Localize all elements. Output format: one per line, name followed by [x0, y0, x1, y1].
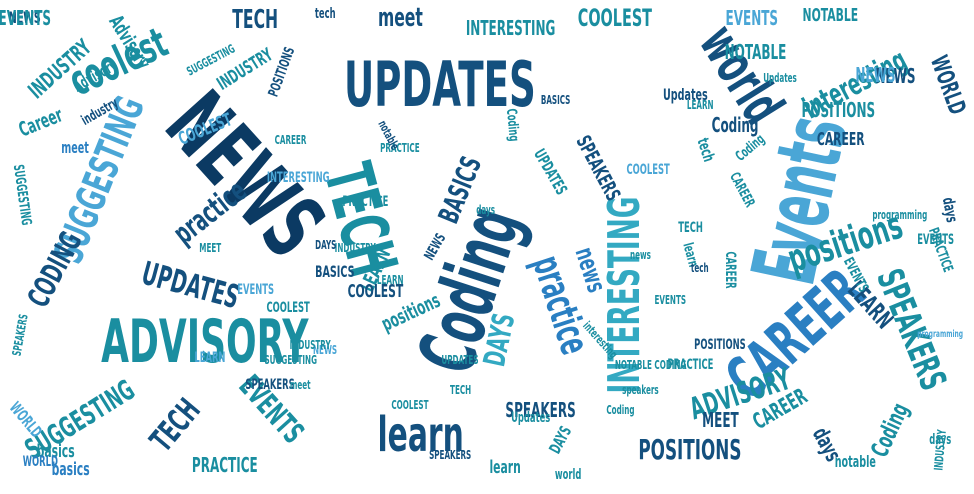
- cloud-word: learn: [376, 407, 464, 463]
- cloud-word: NEWS: [313, 343, 338, 357]
- cloud-word: CAREER: [816, 129, 865, 150]
- cloud-word: DAYS: [314, 238, 336, 252]
- cloud-word: NEWS: [854, 63, 895, 87]
- cloud-word: UPDATES: [441, 353, 479, 367]
- cloud-word: CODING: [20, 226, 89, 314]
- cloud-word: INTERESTING: [465, 16, 555, 40]
- cloud-word: CAREER: [721, 251, 738, 289]
- cloud-word: EVENTS: [654, 293, 686, 307]
- cloud-word: tech: [314, 6, 336, 22]
- cloud-word: EVENTS: [725, 6, 779, 30]
- cloud-word: SUGGESTING: [263, 353, 317, 367]
- cloud-word: basics: [51, 459, 90, 480]
- cloud-word: notable: [834, 452, 876, 471]
- cloud-word: programming: [917, 329, 964, 340]
- cloud-word: Career: [14, 102, 66, 142]
- cloud-word: INDUSTRY: [289, 338, 331, 352]
- cloud-word: SPEAKERS: [504, 398, 576, 422]
- cloud-word: days: [475, 203, 495, 217]
- cloud-word: SPEAKERS: [9, 313, 31, 357]
- cloud-word: DAYS: [544, 422, 575, 457]
- cloud-word: EVENTS: [236, 282, 274, 298]
- cloud-word: learn: [489, 457, 521, 478]
- cloud-word: EVENTS: [0, 6, 52, 30]
- cloud-word: LEARN: [376, 273, 404, 287]
- cloud-word: Coding: [605, 403, 635, 417]
- cloud-word: PRACTICE: [666, 357, 713, 373]
- cloud-word: COOLEST: [391, 398, 429, 412]
- cloud-word: meet: [289, 378, 311, 392]
- cloud-word: days: [928, 432, 951, 448]
- cloud-word: COOLEST: [266, 300, 310, 316]
- cloud-word: Updates: [510, 410, 550, 426]
- cloud-word: BASICS: [315, 262, 355, 281]
- cloud-word: PRACTICE: [191, 453, 258, 477]
- cloud-word: NOTABLE CODING: [614, 358, 686, 372]
- cloud-word: Updates: [763, 71, 797, 85]
- cloud-word: tech: [692, 135, 719, 165]
- cloud-word: BASICS: [540, 93, 570, 107]
- cloud-word: ADVISORY: [101, 307, 309, 377]
- cloud-word: INTERESTING: [266, 170, 330, 186]
- cloud-word: NOTABLE: [724, 40, 786, 64]
- cloud-word: UPDATES: [529, 145, 571, 198]
- cloud-word: PRACTICE: [341, 194, 388, 210]
- cloud-word: POSITIONS: [694, 337, 746, 353]
- cloud-word: Coding: [711, 113, 759, 137]
- cloud-word: speakers: [621, 383, 659, 397]
- cloud-word: POSITIONS: [801, 98, 875, 122]
- cloud-word: PRACTICE: [380, 141, 420, 155]
- cloud-word: UPDATES: [343, 48, 536, 121]
- cloud-word: LEARN: [194, 350, 226, 366]
- cloud-word: programming: [872, 208, 928, 222]
- cloud-word: Updates: [662, 85, 708, 104]
- cloud-word: COOLEST: [347, 281, 403, 302]
- cloud-word: SPEAKERS: [570, 131, 626, 205]
- cloud-word: COOLEST: [577, 4, 653, 32]
- cloud-word: WORLD: [22, 454, 58, 470]
- cloud-word: INDUSTRY: [334, 241, 376, 255]
- cloud-word: SPEAKERS: [429, 448, 472, 462]
- cloud-word: days: [938, 195, 962, 224]
- cloud-word: TECH: [449, 383, 471, 397]
- cloud-word: TECH: [677, 220, 703, 236]
- cloud-word: TECH: [142, 391, 208, 459]
- cloud-word: NOTABLE: [802, 5, 858, 26]
- cloud-word: POSITIONS: [638, 433, 742, 466]
- cloud-word: TECH: [232, 5, 279, 35]
- cloud-word: world: [554, 467, 582, 483]
- cloud-word: MEET: [198, 241, 221, 255]
- cloud-word: UPDATES: [137, 253, 243, 317]
- cloud-word: WORLD: [924, 51, 972, 119]
- cloud-word: EVENTS: [916, 232, 954, 248]
- cloud-word: Coding: [502, 107, 522, 143]
- cloud-word: COOLEST: [626, 162, 670, 178]
- cloud-word: CAREER: [274, 133, 306, 147]
- cloud-word: LEARN: [686, 98, 714, 112]
- cloud-word: WORLD: [5, 398, 46, 442]
- cloud-word: SUGGESTING: [9, 163, 35, 227]
- cloud-word: tech: [690, 261, 709, 275]
- cloud-word: basics: [36, 441, 75, 462]
- cloud-word: MEET: [701, 408, 739, 432]
- cloud-word: NEWS: [874, 64, 915, 88]
- cloud-word: NEWS: [8, 8, 41, 27]
- cloud-word: meet: [377, 3, 423, 33]
- cloud-word: SPEAKERS: [245, 377, 295, 393]
- cloud-word: DAYS: [476, 310, 522, 370]
- cloud-word: meet: [61, 138, 89, 157]
- cloud-word: news: [629, 248, 651, 262]
